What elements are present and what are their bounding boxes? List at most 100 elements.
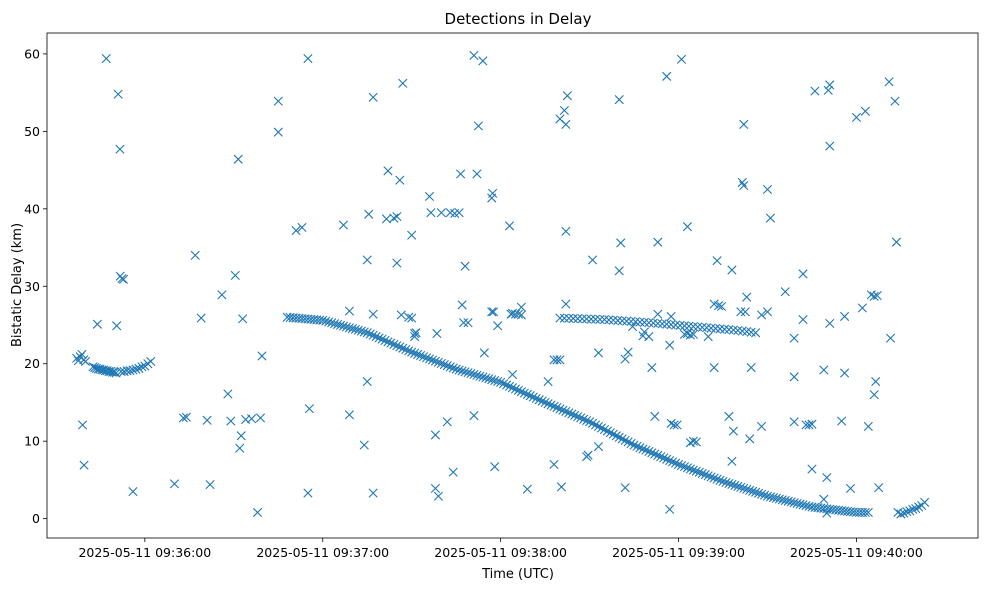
y-axis: 0 10 20 30 40 50 60 bbox=[24, 46, 47, 526]
data-point-marker bbox=[665, 504, 675, 514]
data-point-marker bbox=[623, 347, 633, 357]
data-point-marker bbox=[593, 421, 604, 432]
data-point-marker bbox=[884, 77, 894, 87]
data-point-marker bbox=[890, 96, 900, 106]
data-point-marker bbox=[479, 348, 489, 358]
data-point-marker bbox=[582, 415, 592, 426]
data-point-marker bbox=[472, 169, 482, 179]
data-point-marker bbox=[733, 481, 743, 491]
data-point-marker bbox=[564, 408, 574, 418]
data-point-marker bbox=[273, 127, 283, 137]
data-point-marker bbox=[765, 213, 776, 223]
data-point-marker bbox=[727, 265, 737, 275]
data-point-marker bbox=[559, 105, 569, 116]
data-point-marker bbox=[407, 347, 417, 357]
data-point-marker bbox=[914, 502, 924, 512]
data-point-marker bbox=[804, 420, 814, 430]
data-point-marker bbox=[608, 429, 618, 439]
data-point-marker bbox=[552, 403, 562, 413]
data-point-marker bbox=[762, 184, 773, 195]
data-point-marker bbox=[555, 355, 565, 365]
data-point-marker bbox=[398, 78, 408, 88]
data-point-marker bbox=[851, 112, 862, 123]
data-point-marker bbox=[632, 441, 642, 451]
data-point-marker bbox=[507, 369, 518, 380]
data-point-marker bbox=[413, 349, 423, 359]
data-point-marker bbox=[303, 488, 313, 498]
data-point-marker bbox=[338, 220, 349, 230]
data-point-marker bbox=[359, 440, 369, 450]
data-point-marker bbox=[595, 314, 605, 325]
data-point-marker bbox=[810, 86, 820, 96]
data-point-marker bbox=[641, 445, 651, 455]
data-point-marker bbox=[178, 413, 188, 423]
data-point-marker bbox=[493, 376, 503, 387]
data-point-marker bbox=[396, 310, 406, 320]
data-point-marker bbox=[146, 356, 156, 366]
data-point-marker bbox=[92, 319, 102, 329]
data-point-marker bbox=[577, 314, 587, 324]
data-point-marker bbox=[586, 314, 596, 324]
data-point-marker bbox=[513, 385, 524, 395]
data-point-marker bbox=[424, 191, 435, 202]
data-point-marker bbox=[745, 434, 755, 444]
data-point-marker bbox=[473, 121, 483, 131]
data-point-marker bbox=[392, 341, 402, 351]
data-point-marker bbox=[540, 397, 550, 408]
data-point-marker bbox=[672, 420, 682, 430]
data-point-marker bbox=[570, 410, 580, 420]
data-point-marker bbox=[432, 328, 442, 339]
data-point-marker bbox=[484, 374, 494, 384]
data-point-marker bbox=[128, 365, 138, 375]
data-point-marker bbox=[653, 450, 663, 460]
data-point-marker bbox=[765, 492, 776, 502]
data-point-marker bbox=[442, 361, 452, 371]
data-point-marker bbox=[669, 420, 679, 430]
data-point-marker bbox=[430, 430, 440, 440]
data-point-marker bbox=[585, 417, 595, 427]
data-point-marker bbox=[739, 119, 749, 129]
data-point-marker bbox=[863, 421, 873, 432]
data-markers bbox=[72, 50, 930, 519]
data-point-marker bbox=[493, 321, 503, 331]
data-point-marker bbox=[504, 221, 515, 231]
data-point-marker bbox=[91, 363, 102, 373]
data-point-marker bbox=[347, 324, 357, 334]
data-point-marker bbox=[614, 266, 624, 276]
data-point-marker bbox=[869, 291, 879, 301]
data-point-marker bbox=[694, 467, 704, 477]
data-point-marker bbox=[362, 376, 372, 387]
data-point-marker bbox=[798, 269, 808, 279]
data-point-marker bbox=[789, 372, 799, 382]
data-point-marker bbox=[872, 290, 882, 301]
data-point-marker bbox=[703, 332, 713, 342]
data-point-marker bbox=[620, 483, 630, 493]
data-point-marker bbox=[344, 306, 355, 316]
data-point-marker bbox=[246, 414, 257, 424]
data-point-marker bbox=[582, 314, 592, 324]
data-point-marker bbox=[712, 256, 722, 266]
data-point-marker bbox=[635, 317, 645, 327]
data-point-marker bbox=[407, 313, 417, 323]
data-point-marker bbox=[318, 315, 328, 325]
data-point-marker bbox=[430, 356, 440, 366]
data-point-marker bbox=[230, 270, 240, 281]
data-point-marker bbox=[691, 466, 701, 476]
data-point-marker bbox=[650, 449, 660, 459]
data-point-marker bbox=[430, 483, 440, 494]
data-point-marker bbox=[691, 437, 701, 447]
data-point-marker bbox=[562, 91, 572, 101]
data-point-marker bbox=[463, 368, 473, 378]
data-point-marker bbox=[374, 333, 384, 343]
data-point-marker bbox=[386, 338, 396, 348]
data-point-marker bbox=[665, 455, 675, 466]
data-point-marker bbox=[825, 80, 835, 90]
data-point-marker bbox=[650, 411, 660, 421]
data-point-marker bbox=[424, 354, 435, 364]
data-point-marker bbox=[682, 463, 693, 473]
data-point-marker bbox=[608, 315, 618, 325]
data-point-marker bbox=[748, 486, 758, 496]
data-point-marker bbox=[525, 391, 535, 401]
data-point-marker bbox=[593, 442, 604, 452]
